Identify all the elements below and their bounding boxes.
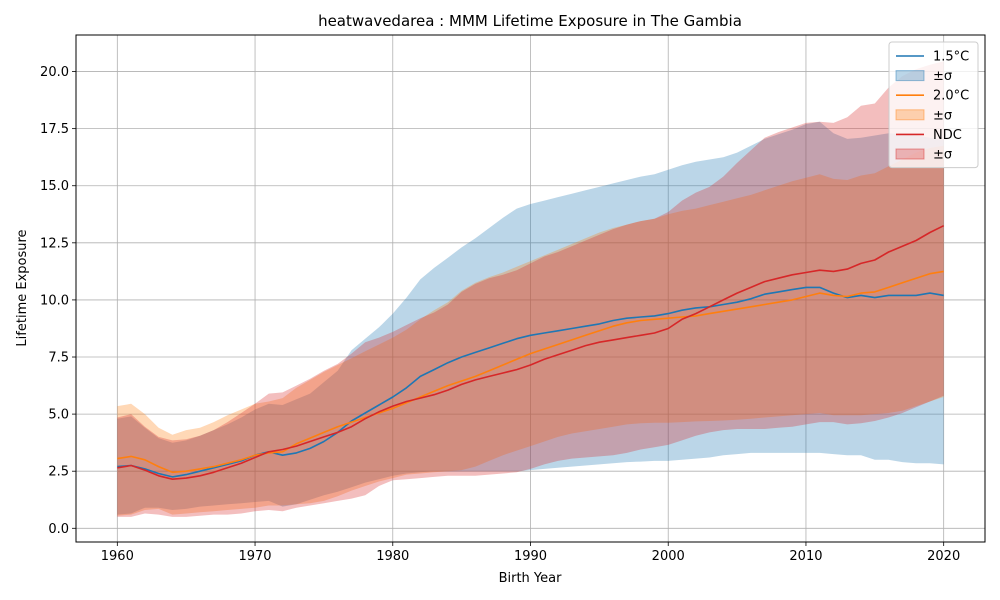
y-tick-label: 10.0 — [40, 293, 69, 308]
legend-band-swatch — [895, 148, 925, 160]
legend-band-label: ±σ — [933, 148, 952, 163]
y-tick-label: 7.5 — [48, 351, 69, 366]
y-tick-label: 12.5 — [40, 236, 69, 251]
line-layer — [117, 224, 945, 481]
legend-band-swatch — [895, 109, 925, 121]
x-tick-label: 2010 — [789, 549, 822, 564]
series-line-2 — [117, 224, 945, 481]
y-tick-label: 2.5 — [48, 465, 69, 480]
chart-title: heatwavedarea : MMM Lifetime Exposure in… — [318, 12, 742, 30]
legend-band-label: ±σ — [933, 108, 952, 123]
x-tick-label: 1970 — [238, 549, 271, 564]
tick-layer: 1960 1970 1980 1990 2000 2010 2020 0.0 2.5 5.0 7.5… — [40, 65, 960, 564]
band-1 — [117, 145, 944, 516]
y-tick-label: 17.5 — [40, 122, 69, 137]
x-tick-label: 1990 — [514, 549, 547, 564]
band-layer — [117, 61, 944, 517]
y-tick-label: 0.0 — [48, 522, 69, 537]
legend-box — [888, 41, 979, 169]
y-tick-label: 5.0 — [48, 408, 69, 423]
legend-band-label: ±σ — [933, 69, 952, 84]
y-axis-label: Lifetime Exposure — [15, 229, 30, 346]
x-tick-label: 2020 — [927, 549, 960, 564]
y-tick-label: 15.0 — [40, 179, 69, 194]
series-line-1 — [117, 270, 944, 474]
band-2 — [117, 61, 944, 517]
x-tick-label: 1980 — [376, 549, 409, 564]
legend-label: 1.5°C — [933, 50, 969, 65]
legend: 1.5°C ±σ 2.0°C ±σ NDC ±σ — [888, 41, 979, 169]
x-axis-label: Birth Year — [499, 571, 563, 586]
grid — [76, 35, 985, 542]
legend-band-swatch — [895, 70, 925, 82]
band-0 — [117, 121, 944, 515]
x-tick-label: 2000 — [652, 549, 685, 564]
legend-label: NDC — [933, 128, 962, 143]
y-tick-label: 20.0 — [40, 65, 69, 80]
x-tick-label: 1960 — [101, 549, 134, 564]
legend-label: 2.0°C — [933, 89, 969, 104]
